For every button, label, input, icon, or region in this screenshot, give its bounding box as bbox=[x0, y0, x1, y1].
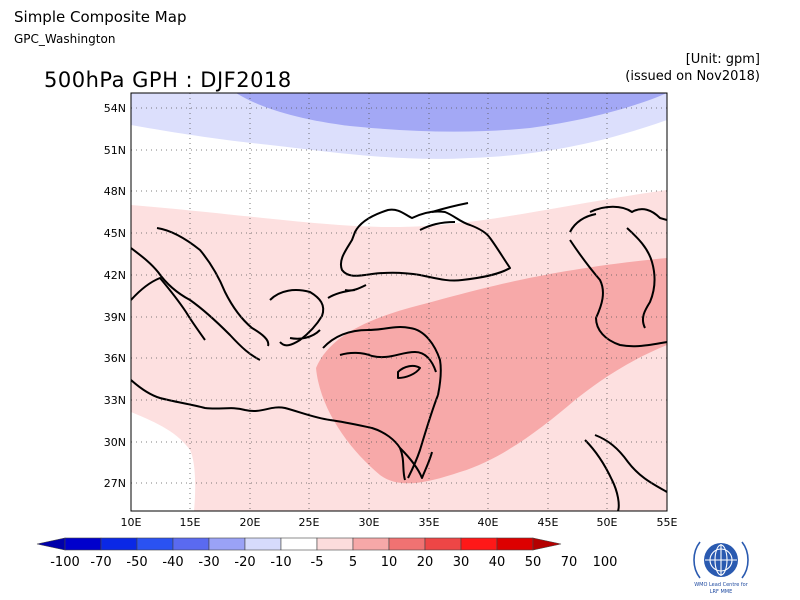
lon-tick: 20E bbox=[240, 516, 261, 529]
subtitle: GPC_Washington bbox=[14, 32, 116, 46]
colorbar-segment bbox=[244, 537, 282, 551]
anomaly-band-negative-10-20 bbox=[236, 93, 667, 132]
laurel-right-icon bbox=[741, 541, 749, 579]
colorbar-label: -50 bbox=[126, 555, 147, 570]
lat-tick: 33N bbox=[104, 394, 126, 407]
app-title: Simple Composite Map bbox=[14, 8, 187, 26]
lat-tick: 48N bbox=[104, 185, 126, 198]
lat-tick: 30N bbox=[104, 436, 126, 449]
colorbar-label: 40 bbox=[489, 555, 506, 570]
lon-tick: 35E bbox=[419, 516, 440, 529]
colorbar-segment bbox=[136, 537, 174, 551]
lat-tick: 39N bbox=[104, 311, 126, 324]
colorbar-segment bbox=[460, 537, 498, 551]
colorbar-label: -70 bbox=[90, 555, 111, 570]
colorbar-label: 50 bbox=[525, 555, 542, 570]
colorbar-label: -5 bbox=[311, 555, 324, 570]
lon-tick: 45E bbox=[538, 516, 559, 529]
lat-tick: 42N bbox=[104, 269, 126, 282]
colorbar-label: -10 bbox=[270, 555, 291, 570]
colorbar-label: -40 bbox=[162, 555, 183, 570]
lat-tick: 36N bbox=[104, 352, 126, 365]
colorbar-segment bbox=[64, 537, 102, 551]
lon-tick: 25E bbox=[299, 516, 320, 529]
lon-tick: 15E bbox=[180, 516, 201, 529]
colorbar-label: 10 bbox=[381, 555, 398, 570]
colorbar-label: -20 bbox=[234, 555, 255, 570]
map-panel bbox=[131, 93, 667, 511]
lat-tick: 54N bbox=[104, 102, 126, 115]
colorbar-label: 20 bbox=[417, 555, 434, 570]
lon-tick: 50E bbox=[597, 516, 618, 529]
coastlines bbox=[131, 202, 667, 511]
colorbar-labels: -100 -70 -50 -40 -30 -20 -10 -5 5 10 20 … bbox=[50, 555, 617, 570]
colorbar bbox=[36, 537, 562, 551]
lon-tick: 10E bbox=[121, 516, 142, 529]
colorbar-segment bbox=[352, 537, 390, 551]
colorbar-arrow-right bbox=[532, 537, 562, 551]
colorbar-segment bbox=[280, 537, 318, 551]
lon-tick: 55E bbox=[657, 516, 678, 529]
lat-tick: 51N bbox=[104, 144, 126, 157]
lon-tick: 40E bbox=[478, 516, 499, 529]
lat-axis: 54N 51N 48N 45N 42N 39N 36N 33N 30N 27N bbox=[104, 102, 126, 490]
colorbar-segment bbox=[172, 537, 210, 551]
lon-axis: 10E 15E 20E 25E 30E 35E 40E 45E 50E 55E bbox=[121, 516, 678, 529]
lon-tick: 30E bbox=[359, 516, 380, 529]
colorbar-segment bbox=[100, 537, 138, 551]
laurel-left-icon bbox=[693, 541, 701, 579]
colorbar-segment bbox=[316, 537, 354, 551]
colorbar-segment bbox=[496, 537, 534, 551]
lat-tick: 45N bbox=[104, 227, 126, 240]
logo-caption-line1: WMO Lead Centre for bbox=[694, 582, 748, 588]
unit-label: [Unit: gpm] bbox=[685, 52, 760, 67]
colorbar-label: -100 bbox=[50, 555, 80, 570]
colorbar-segment bbox=[208, 537, 246, 551]
colorbar-segment bbox=[424, 537, 462, 551]
wmo-logo bbox=[693, 541, 749, 579]
lat-tick: 27N bbox=[104, 477, 126, 490]
colorbar-label: -30 bbox=[198, 555, 219, 570]
colorbar-label: 5 bbox=[349, 555, 357, 570]
colorbar-segment bbox=[388, 537, 426, 551]
colorbar-label: 100 bbox=[593, 555, 618, 570]
issued-label: (issued on Nov2018) bbox=[625, 69, 760, 84]
map-frame bbox=[130, 92, 668, 512]
logo-caption-line2: LRF MME bbox=[709, 589, 733, 595]
colorbar-arrow-left bbox=[36, 537, 66, 551]
anomaly-band-10-20 bbox=[316, 258, 667, 484]
map-title: 500hPa GPH : DJF2018 bbox=[44, 68, 292, 92]
colorbar-label: 70 bbox=[561, 555, 578, 570]
colorbar-label: 30 bbox=[453, 555, 470, 570]
